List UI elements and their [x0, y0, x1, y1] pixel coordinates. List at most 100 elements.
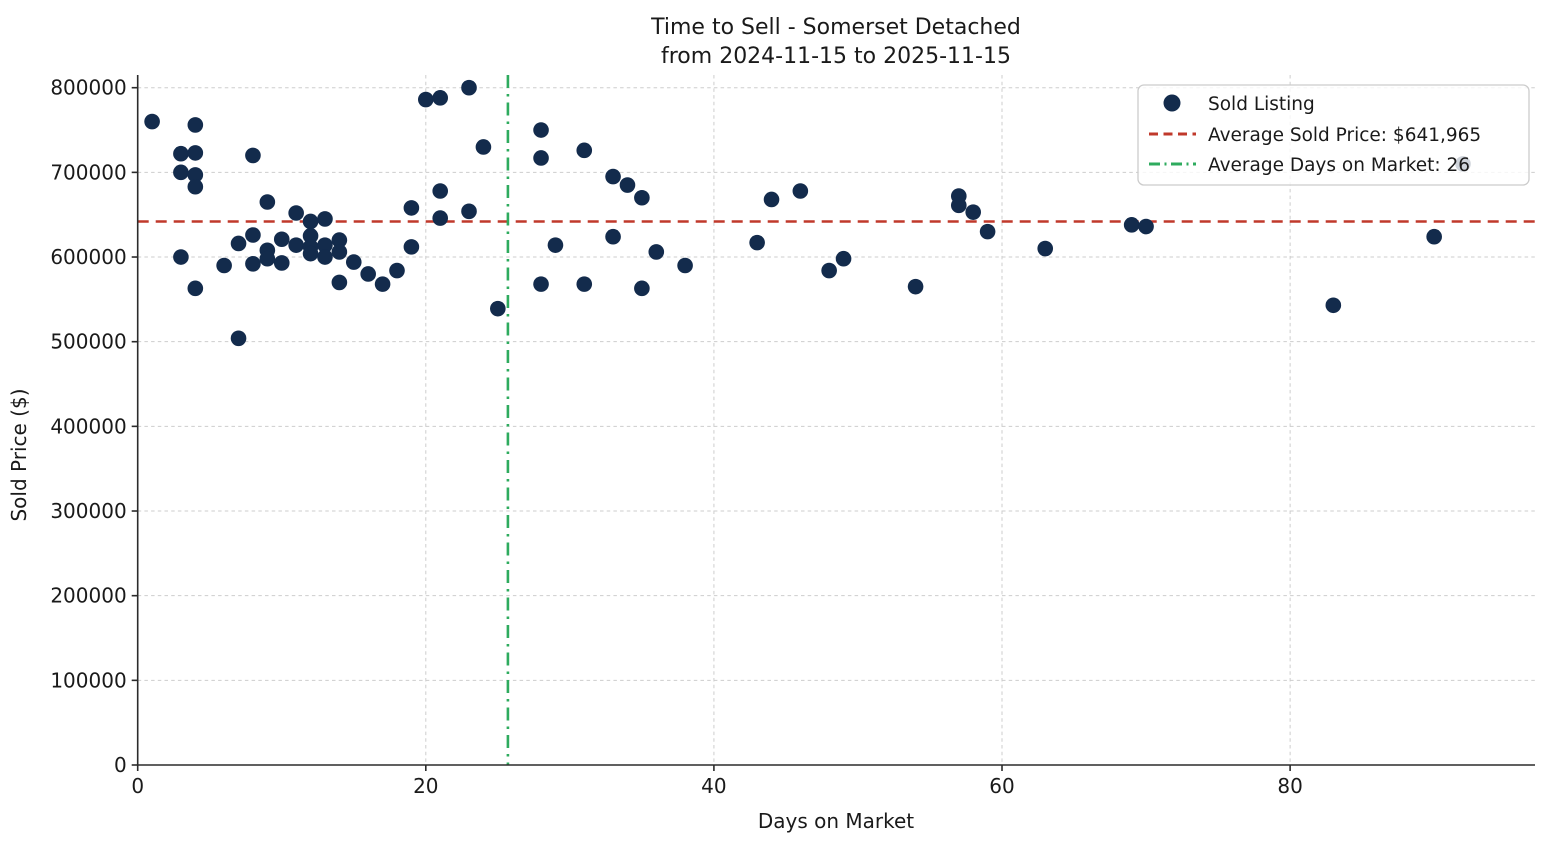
scatter-point: [605, 168, 621, 185]
y-tick-label: 100000: [50, 668, 126, 692]
scatter-point: [173, 249, 189, 265]
x-tick-label: 20: [413, 774, 438, 798]
scatter-point: [317, 249, 333, 265]
scatter-point: [273, 255, 290, 271]
scatter-point: [187, 145, 204, 161]
scatter-point: [317, 237, 333, 253]
scatter-point: [331, 274, 348, 291]
scatter-point: [648, 244, 665, 260]
scatter-point: [835, 250, 852, 267]
x-axis-label: Days on Market: [758, 809, 914, 833]
scatter-point: [187, 178, 204, 195]
scatter-point: [245, 147, 261, 164]
scatter-point: [302, 228, 319, 244]
scatter-point: [461, 203, 477, 220]
legend-box: [1137, 84, 1530, 186]
scatter-point: [389, 262, 405, 279]
legend: Sold Listing Average Sold Price: $641,96…: [1137, 84, 1530, 186]
scatter-point: [432, 90, 449, 106]
scatter-point: [1325, 297, 1342, 314]
scatter-point: [187, 167, 204, 183]
scatter-point: [216, 257, 232, 274]
scatter-point: [273, 231, 290, 248]
scatter-point: [345, 254, 362, 270]
chart-title-line1: Time to Sell - Somerset Detached: [650, 15, 1021, 40]
scatter-point: [288, 237, 304, 253]
scatter-point: [403, 200, 420, 216]
x-tick-label: 60: [989, 774, 1014, 798]
scatter-point: [331, 232, 348, 248]
scatter-point: [677, 257, 693, 274]
reference-lines: [137, 75, 1535, 765]
scatter-point: [605, 228, 621, 245]
x-tick-label: 0: [131, 774, 144, 798]
scatter-point: [302, 245, 319, 262]
y-axis-label: Sold Price ($): [7, 388, 31, 521]
scatter-point: [245, 255, 261, 272]
scatter-point: [432, 183, 449, 199]
scatter-point: [317, 211, 333, 227]
scatter-point: [1426, 228, 1442, 245]
scatter-point: [490, 300, 506, 317]
x-tick-label: 40: [701, 774, 726, 798]
scatter-point: [302, 213, 319, 230]
scatter-point: [965, 204, 981, 220]
scatter-point: [763, 191, 780, 208]
scatter-point: [950, 197, 967, 214]
legend-label-sold-listing: Sold Listing: [1208, 94, 1315, 115]
scatter-point: [979, 223, 996, 240]
scatter-points: [144, 79, 1471, 347]
scatter-point: [173, 145, 189, 162]
scatter-point: [533, 122, 549, 138]
scatter-point: [403, 239, 420, 255]
scatter-point: [245, 227, 261, 243]
y-tick-label: 0: [114, 753, 127, 777]
y-tick-label: 300000: [50, 499, 126, 523]
scatter-point: [374, 276, 391, 292]
scatter-point: [533, 276, 549, 292]
chart-title-line2: from 2024-11-15 to 2025-11-15: [661, 44, 1011, 69]
scatter-point: [259, 194, 276, 210]
scatter-point: [418, 91, 434, 108]
scatter-point: [331, 244, 348, 260]
scatter-point: [360, 266, 376, 282]
scatter-point: [533, 150, 549, 166]
scatter-point: [576, 276, 593, 292]
scatter-point: [792, 183, 809, 199]
scatter-point: [907, 278, 924, 295]
scatter-point: [187, 117, 204, 133]
scatter-point: [547, 237, 564, 253]
axes: 0 20 40 60 80 0 100000 200000 300000 400000 500000…: [50, 75, 1535, 798]
scatter-point: [173, 164, 189, 181]
scatter-point: [144, 113, 160, 130]
scatter-point: [187, 280, 204, 297]
scatter-point: [259, 250, 276, 267]
scatter-point: [619, 177, 636, 193]
legend-label-avg-price: Average Sold Price: $641,965: [1208, 125, 1481, 146]
scatter-point: [230, 235, 247, 252]
scatter-point: [634, 189, 650, 206]
legend-label-avg-days: Average Days on Market: 26: [1208, 155, 1470, 176]
y-tick-label: 400000: [50, 414, 126, 438]
scatter-point: [634, 280, 650, 297]
scatter-point: [461, 79, 477, 96]
x-tick-label: 80: [1277, 774, 1302, 798]
scatter-point: [1037, 240, 1054, 257]
scatter-point: [821, 262, 837, 279]
scatter-point: [475, 139, 492, 155]
scatter-point: [749, 234, 765, 251]
scatter-point: [1138, 218, 1154, 235]
y-tick-label: 500000: [50, 330, 126, 354]
legend-marker-sold-listing: [1163, 94, 1181, 112]
scatter-point: [288, 205, 304, 221]
y-tick-label: 700000: [50, 160, 126, 184]
scatter-point: [1123, 217, 1140, 233]
scatter-point: [576, 142, 593, 159]
y-tick-label: 800000: [50, 76, 126, 100]
y-tick-label: 200000: [50, 584, 126, 608]
scatter-point: [432, 210, 449, 226]
scatter-point: [230, 330, 247, 347]
y-tick-label: 600000: [50, 245, 126, 269]
